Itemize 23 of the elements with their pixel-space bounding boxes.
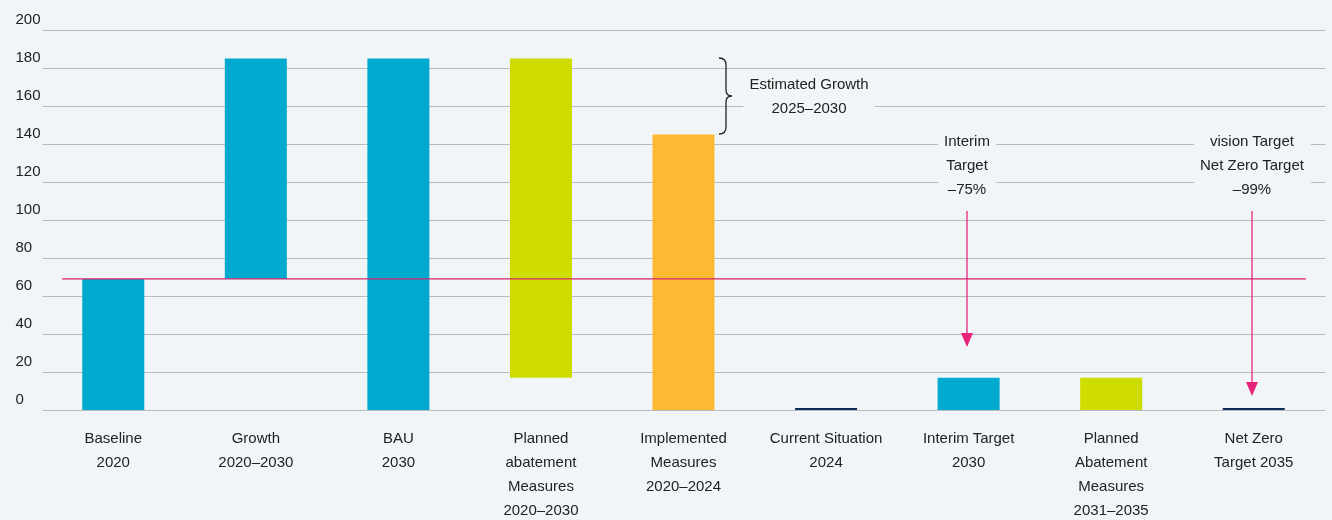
y-tick-label: 80 [15,237,33,255]
x-tick-label: Interim Target 2030 [922,428,1016,470]
x-tick-label: Planned abatement Measures 2020–2030 [503,428,579,518]
y-tick-label: 200 [15,9,41,27]
y-tick-label: 120 [15,161,41,179]
y-tick-label: 140 [15,123,41,141]
x-tick-label: Planned Abatement Measures 2031–2035 [1073,428,1149,518]
y-tick-label: 180 [15,47,41,65]
x-tick-label: Growth 2020–2030 [218,428,294,470]
x-tick-label: Implemented Measures 2020–2024 [640,428,727,494]
x-tick-label: Net Zero Target 2035 [1214,428,1294,470]
x-tick-label: Baseline 2020 [84,428,143,470]
annotation: Interim Target –75% [944,132,990,197]
y-tick-label: 0 [15,389,24,407]
y-tick-label: 20 [15,351,33,369]
y-tick-label: 100 [15,199,41,217]
annotation: Estimated Growth 2025–2030 [749,75,869,116]
y-tick-label: 40 [15,313,33,331]
annotation: vision Target Net Zero Target –99% [1200,132,1305,197]
y-tick-label: 160 [15,85,41,103]
x-tick-label: Current Situation 2024 [769,428,883,470]
x-tick-label: BAU 2030 [381,428,416,470]
y-tick-label: 60 [15,275,33,293]
